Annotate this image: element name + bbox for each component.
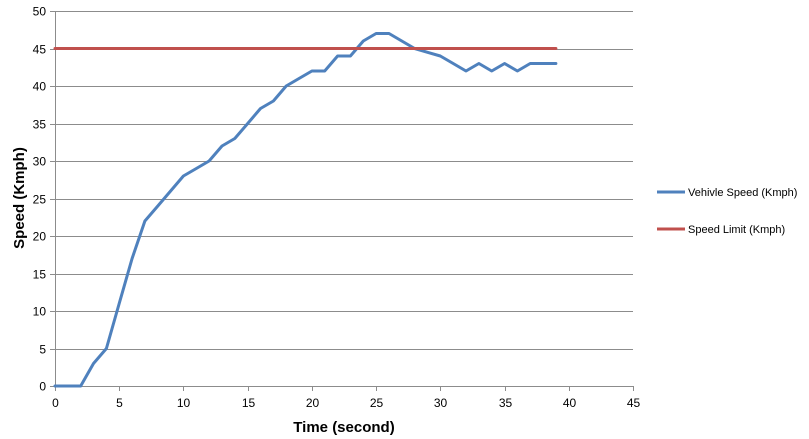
x-tick-label-0: 0 <box>52 396 59 410</box>
legend-label-speed-limit: Speed Limit (Kmph) <box>688 224 785 236</box>
y-tick-label-5: 5 <box>39 343 46 357</box>
legend-label-vehicle-speed: Vehivle Speed (Kmph) <box>688 187 797 199</box>
x-axis-title: Time (second) <box>293 419 394 436</box>
x-tick-label-45: 45 <box>627 396 641 410</box>
y-tick-label-25: 25 <box>33 193 47 207</box>
y-tick-label-30: 30 <box>33 155 47 169</box>
y-tick-label-50: 50 <box>33 5 47 19</box>
x-tick-label-25: 25 <box>370 396 384 410</box>
x-tick-labels: 0 5 10 15 20 25 30 35 40 45 <box>52 396 640 410</box>
y-tick-label-20: 20 <box>33 230 47 244</box>
legend: Vehivle Speed (Kmph) Speed Limit (Kmph) <box>657 187 797 236</box>
y-axis-title: Speed (Kmph) <box>11 147 28 249</box>
x-tick-label-35: 35 <box>499 396 513 410</box>
y-tick-label-15: 15 <box>33 268 47 282</box>
y-tick-label-40: 40 <box>33 80 47 94</box>
y-tick-labels: 0 5 10 15 20 25 30 35 40 45 50 <box>33 5 47 394</box>
series-lines <box>53 32 558 388</box>
legend-item-speed-limit: Speed Limit (Kmph) <box>657 224 785 236</box>
y-tick-label-0: 0 <box>39 380 46 394</box>
x-tick-label-30: 30 <box>434 396 448 410</box>
y-tick-label-45: 45 <box>33 43 47 57</box>
series-line-vehicle-speed <box>53 32 558 388</box>
x-tick-label-10: 10 <box>177 396 191 410</box>
x-tick-label-5: 5 <box>116 396 123 410</box>
x-tick-label-40: 40 <box>563 396 577 410</box>
x-tick-label-20: 20 <box>306 396 320 410</box>
x-tick-label-15: 15 <box>242 396 256 410</box>
y-tick-label-10: 10 <box>33 305 47 319</box>
axes <box>50 11 634 391</box>
legend-item-vehicle-speed: Vehivle Speed (Kmph) <box>657 187 797 199</box>
y-tick-label-35: 35 <box>33 118 47 132</box>
